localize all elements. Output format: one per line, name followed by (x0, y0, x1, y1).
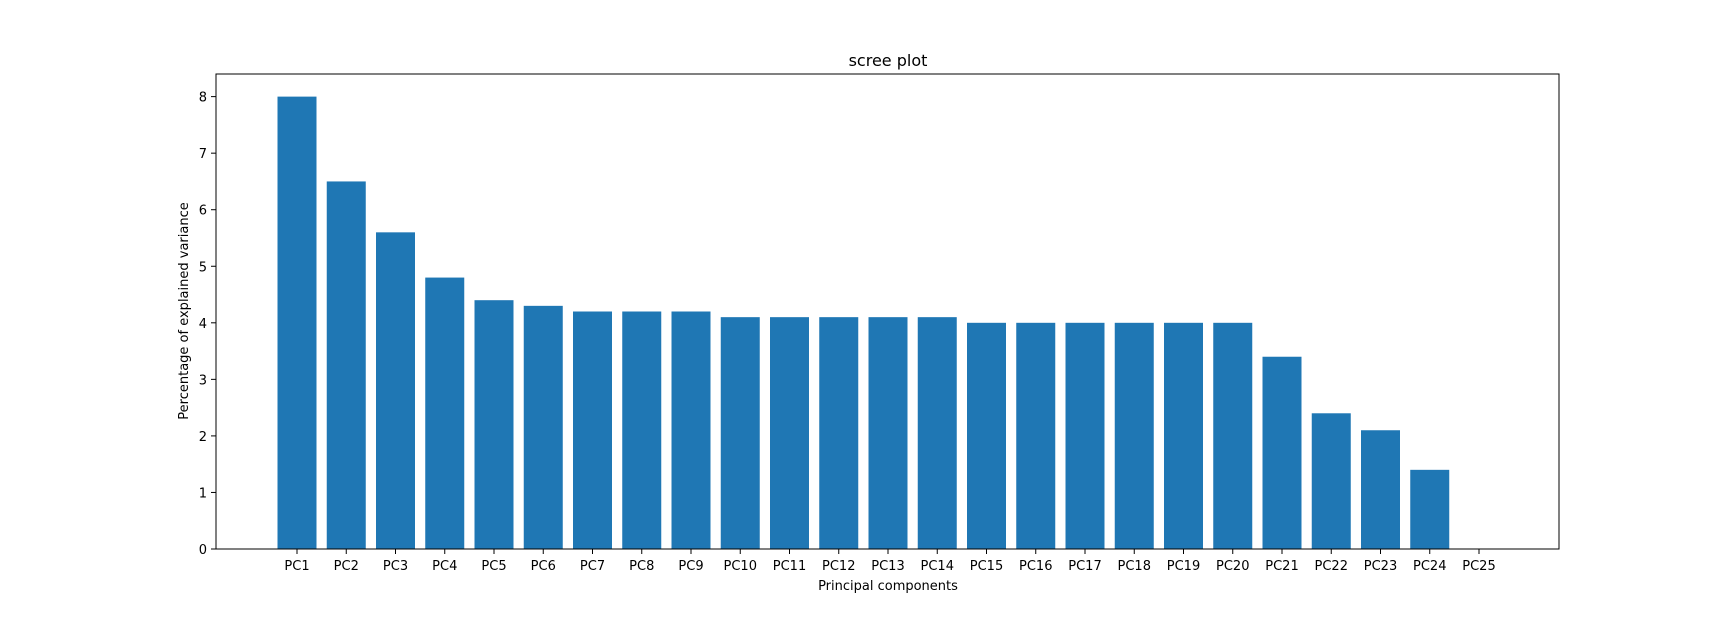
y-tick-label: 0 (199, 543, 207, 558)
y-tick-label: 6 (199, 204, 207, 219)
x-tick-label: PC11 (773, 559, 806, 574)
bar-pc15 (967, 322, 1006, 549)
bar-pc12 (819, 317, 859, 549)
y-tick-label: 5 (199, 260, 207, 275)
x-tick-label: PC21 (1265, 559, 1298, 574)
x-tick-label: PC4 (432, 559, 457, 574)
bar-pc9 (671, 311, 711, 549)
y-tick-label: 2 (199, 430, 207, 445)
x-tick-label: PC14 (921, 559, 954, 574)
bar-pc5 (474, 300, 514, 549)
bar-pc21 (1262, 356, 1302, 549)
bar-pc11 (770, 317, 809, 549)
x-tick-label: PC10 (724, 559, 757, 574)
x-tick-label: PC13 (871, 559, 904, 574)
bar-pc4 (425, 277, 465, 549)
x-tick-label: PC15 (970, 559, 1003, 574)
plot-frame (215, 73, 1560, 550)
bar-pc7 (573, 311, 612, 549)
x-tick-label: PC17 (1068, 559, 1101, 574)
bar-pc22 (1311, 413, 1351, 549)
bar-pc13 (868, 317, 908, 549)
x-tick-label: PC16 (1019, 559, 1052, 574)
x-tick-label: PC3 (383, 559, 408, 574)
x-tick-label: PC8 (629, 559, 654, 574)
x-tick-label: PC6 (531, 559, 556, 574)
x-tick-label: PC24 (1413, 559, 1446, 574)
bar-pc18 (1114, 322, 1154, 549)
y-tick-label: 4 (199, 317, 207, 332)
x-tick-label: PC7 (580, 559, 605, 574)
bar-pc17 (1065, 322, 1105, 549)
x-tick-label: PC12 (822, 559, 855, 574)
y-tick-label: 7 (199, 147, 207, 162)
y-axis-label: Percentage of explained variance (177, 202, 192, 419)
x-tick-label: PC20 (1216, 559, 1249, 574)
bar-pc16 (1016, 322, 1056, 549)
bar-pc14 (917, 317, 957, 549)
bar-pc19 (1164, 322, 1203, 549)
y-tick-label: 1 (199, 486, 207, 501)
bar-pc24 (1410, 469, 1450, 549)
x-tick-label: PC23 (1364, 559, 1397, 574)
bars-layer (277, 96, 1450, 550)
x-tick-label: PC2 (334, 559, 359, 574)
x-tick-label: PC25 (1462, 559, 1495, 574)
x-tick-label: PC5 (481, 559, 506, 574)
y-tick-label: 3 (199, 373, 207, 388)
bar-pc3 (376, 232, 415, 550)
x-tick-label: PC22 (1315, 559, 1348, 574)
bar-pc2 (326, 181, 366, 549)
x-tick-label: PC18 (1118, 559, 1151, 574)
chart-title: scree plot (849, 51, 928, 70)
bar-pc1 (277, 96, 317, 549)
bar-pc6 (523, 305, 563, 549)
bar-pc10 (720, 317, 760, 549)
x-tick-label: PC19 (1167, 559, 1200, 574)
x-tick-label: PC1 (284, 559, 309, 574)
bar-pc23 (1361, 430, 1400, 549)
bar-pc8 (622, 311, 662, 549)
x-axis-label: Principal components (818, 579, 958, 594)
y-axis-ticks: 0 1 2 3 4 5 6 7 8 (199, 91, 216, 558)
bar-pc20 (1213, 322, 1253, 549)
x-tick-label: PC9 (678, 559, 703, 574)
y-tick-label: 8 (199, 91, 207, 106)
x-axis-ticks: PC1 PC2 PC3 PC4 PC5 PC6 PC7 PC8 PC9 PC10 PC11 PC12 P… (284, 549, 1496, 574)
